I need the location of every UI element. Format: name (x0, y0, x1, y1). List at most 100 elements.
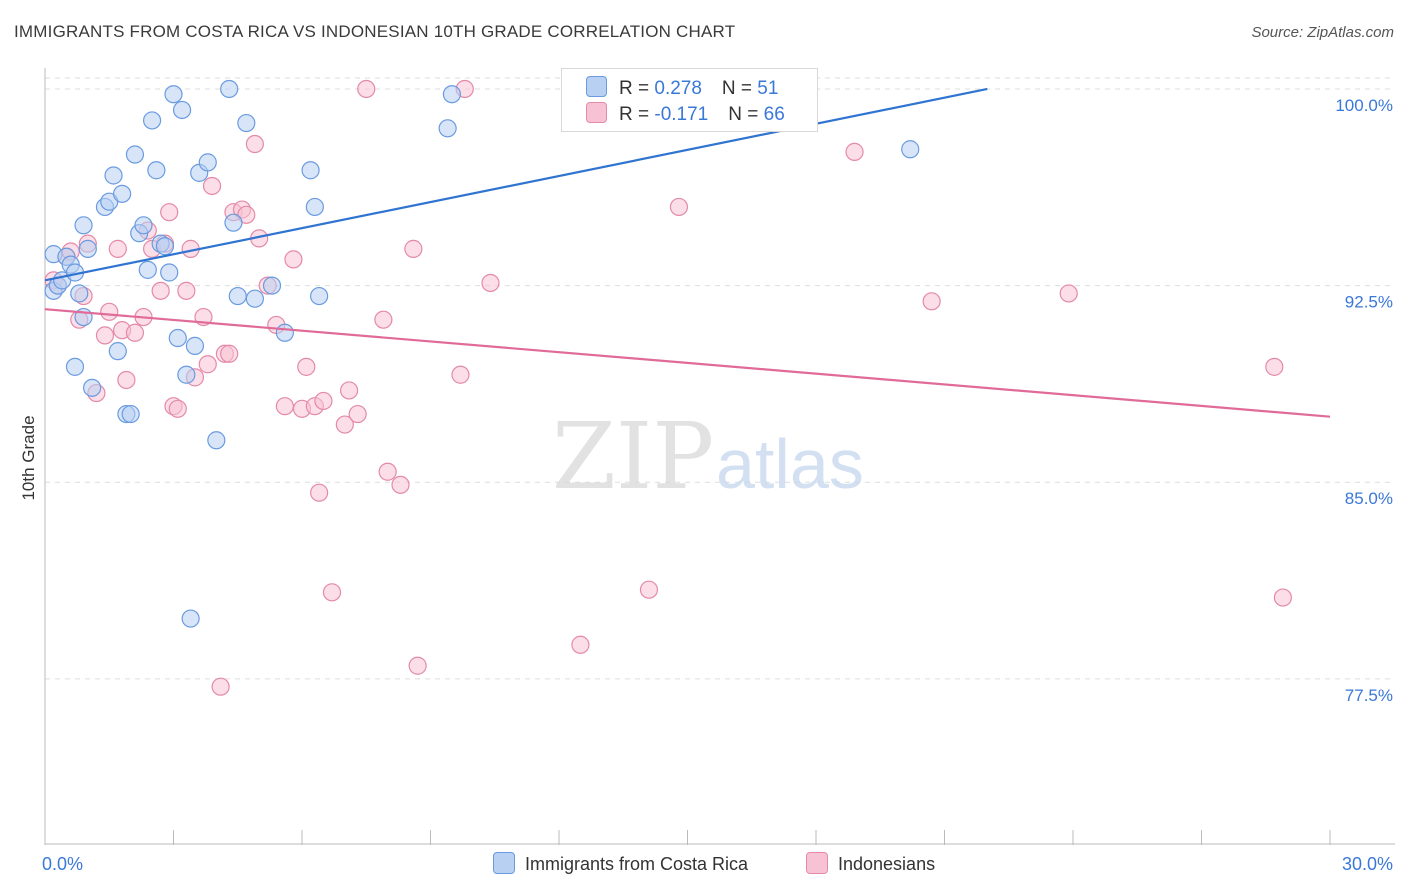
indonesian-point (391, 475, 410, 494)
r-label: R = (619, 104, 655, 125)
indonesian-point (211, 677, 230, 696)
indonesian-point (220, 344, 239, 363)
indonesian-point (378, 462, 397, 481)
indonesian-trend-line (44, 308, 1331, 418)
tick-labels: 77.5% 85.0% 92.5% 100.0% 0.0% 30.0% (42, 96, 1393, 874)
indonesian-point (275, 397, 294, 416)
legend-label: Indonesians (838, 854, 936, 874)
costa-rica-point (228, 286, 247, 306)
r-value: 0.278 (654, 78, 702, 99)
legend-indonesians: Indonesians (806, 852, 935, 875)
indonesian-point (639, 580, 659, 599)
indonesian-point (245, 134, 264, 154)
watermark-atlas: atlas (716, 425, 864, 503)
y-tick-label: 85.0% (1345, 489, 1393, 508)
costa-rica-point (168, 328, 187, 348)
costa-rica-point (74, 216, 93, 235)
y-axis-label: 10th Grade (19, 415, 38, 500)
y-tick-label: 92.5% (1345, 293, 1393, 312)
r-value: -0.171 (654, 104, 709, 125)
costa-rica-point (104, 166, 123, 185)
indonesian-point (408, 656, 427, 675)
costa-rica-point (134, 216, 153, 235)
costa-rica-point (305, 197, 324, 217)
y-tick-label: 100.0% (1335, 96, 1393, 115)
blue-swatch (586, 76, 607, 97)
costa-rica-point (181, 609, 200, 628)
legend-row-blue: R = 0.278 N = 51 (586, 76, 778, 100)
indonesian-point (1265, 357, 1284, 376)
indonesian-point (108, 239, 127, 258)
indonesian-point (151, 281, 170, 300)
costa-rica-point (198, 153, 217, 172)
indonesian-point (310, 483, 329, 502)
legend-costa-rica: Immigrants from Costa Rica (493, 852, 748, 875)
pink-swatch (806, 852, 828, 874)
n-label: N = (728, 104, 764, 125)
costa-rica-point (138, 260, 157, 279)
indonesian-point (1059, 284, 1078, 303)
data-points (44, 79, 1292, 696)
costa-rica-point (224, 213, 243, 232)
axes (44, 68, 1395, 845)
costa-rica-point (65, 357, 85, 376)
costa-rica-point (155, 237, 175, 256)
costa-rica-point (237, 113, 256, 133)
costa-rica-point (220, 79, 239, 99)
indonesian-point (125, 323, 145, 342)
costa-rica-point (442, 85, 462, 104)
indonesian-point (95, 326, 115, 345)
costa-rica-point (164, 85, 183, 104)
costa-rica-point (177, 365, 196, 384)
costa-rica-point (172, 100, 192, 120)
indonesian-point (202, 176, 222, 196)
costa-rica-point (310, 286, 329, 306)
blue-swatch (493, 852, 515, 874)
indonesian-point (100, 302, 119, 321)
indonesian-point (348, 404, 367, 424)
indonesian-point (1273, 588, 1292, 607)
costa-rica-point (185, 336, 205, 355)
costa-rica-point (901, 140, 920, 159)
indonesian-point (117, 370, 136, 390)
indonesian-point (198, 355, 217, 374)
costa-rica-point (83, 378, 102, 397)
costa-rica-point (70, 284, 89, 303)
legend-label: Immigrants from Costa Rica (525, 854, 749, 874)
costa-rica-point (262, 276, 282, 295)
indonesian-point (314, 391, 333, 411)
r-label: R = (619, 78, 655, 99)
indonesian-point (297, 357, 316, 376)
indonesian-point (160, 203, 179, 222)
indonesian-point (669, 197, 689, 217)
n-label: N = (721, 78, 758, 99)
watermark-zip: ZIP (552, 403, 714, 510)
legend-row-pink: R = -0.171 N = 66 (586, 102, 785, 126)
chart-title: IMMIGRANTS FROM COSTA RICA VS INDONESIAN… (14, 22, 736, 41)
costa-rica-point (125, 145, 145, 164)
indonesian-point (357, 79, 376, 99)
x-tick-label: 30.0% (1342, 854, 1393, 874)
indonesian-point (322, 583, 342, 602)
indonesian-point (404, 239, 423, 258)
costa-rica-point (121, 404, 140, 424)
trend-lines (44, 87, 1331, 418)
indonesian-point (571, 635, 590, 654)
indonesian-point (340, 381, 359, 400)
indonesian-point (177, 281, 196, 300)
costa-rica-point (142, 111, 162, 130)
indonesian-point (374, 310, 393, 329)
costa-rica-point (438, 119, 457, 138)
x-tick-label: 0.0% (42, 854, 83, 874)
costa-rica-point (147, 161, 166, 180)
costa-rica-point (275, 323, 294, 342)
indonesian-point (284, 250, 303, 269)
costa-rica-point (108, 342, 127, 361)
costa-rica-trend-line (44, 87, 988, 282)
costa-rica-point (160, 263, 179, 282)
n-value: 51 (757, 78, 779, 99)
correlation-legend: R = 0.278 N = 51 R = -0.171 N = 66 (561, 68, 818, 132)
pink-swatch (586, 102, 607, 123)
indonesian-point (168, 399, 187, 418)
